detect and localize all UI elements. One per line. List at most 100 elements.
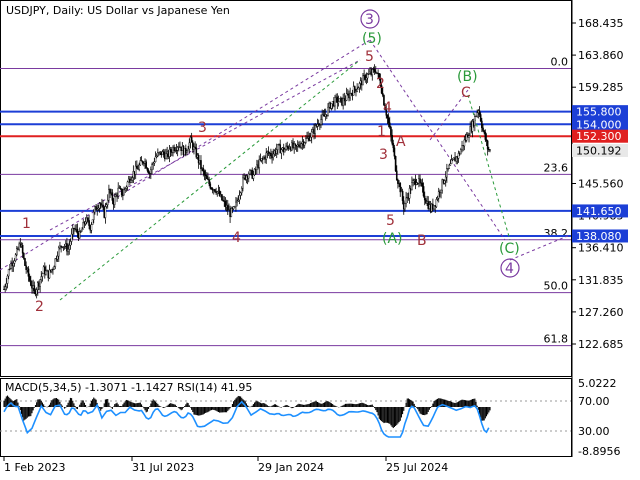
candle-body: [394, 155, 397, 172]
candle-body: [320, 119, 322, 125]
candle-body: [379, 78, 382, 86]
candle-body: [436, 198, 439, 200]
candle-body: [366, 74, 369, 79]
candle-body: [483, 130, 485, 133]
time-tick-label: 1 Feb 2023: [4, 461, 65, 474]
candle-body: [334, 97, 336, 107]
indicator-tick-label: 30.00: [578, 425, 610, 438]
fib-label: 23.6: [544, 161, 569, 174]
candle-body: [223, 200, 226, 202]
candle-body: [446, 168, 448, 178]
candle-body: [105, 204, 108, 207]
price-tick-label: 122.685: [578, 338, 624, 351]
candle-body: [298, 144, 300, 147]
candle-body: [367, 73, 370, 75]
fib-label: 0.0: [551, 56, 569, 69]
candle-body: [249, 170, 251, 175]
candle-body: [222, 199, 224, 201]
candle-body: [242, 177, 244, 189]
candle-body: [138, 164, 140, 170]
candle-body: [24, 258, 26, 266]
candle-body: [187, 148, 189, 152]
candle-body: [90, 224, 93, 231]
candle-body: [237, 199, 240, 202]
level-tag-bg: [572, 229, 628, 243]
candle-body: [126, 181, 129, 188]
candle-body: [460, 149, 462, 155]
time-tick-label: 31 Jul 2023: [132, 461, 194, 474]
candle-body: [30, 280, 32, 286]
candle-body: [117, 187, 120, 197]
candle-body: [204, 174, 207, 177]
wave-lines: [0, 39, 571, 301]
candle-body: [53, 266, 55, 270]
indicator-tick-label: -8.8956: [578, 445, 620, 458]
candle-body: [216, 191, 219, 194]
candle-body: [168, 149, 171, 157]
candle-body: [188, 142, 191, 150]
time-axis: 1 Feb 2023 31 Jul 2023 29 Jan 2024 25 Jul 2…: [3, 457, 448, 474]
candle-body: [401, 190, 404, 201]
fib-label: 61.8: [544, 333, 569, 346]
candle-body: [102, 204, 104, 208]
candle-body: [354, 86, 356, 90]
candles: [3, 64, 491, 299]
candle-body: [210, 187, 213, 190]
candle-body: [260, 158, 263, 161]
candle-body: [411, 182, 413, 191]
candle-body: [87, 217, 89, 221]
candle-body: [125, 186, 128, 189]
candle-body: [141, 161, 144, 164]
candle-body: [84, 221, 87, 225]
candle-body: [16, 248, 18, 255]
time-tick-label: 25 Jul 2024: [386, 461, 448, 474]
candle-body: [81, 228, 83, 232]
candle-body: [169, 149, 172, 153]
candle-body: [230, 208, 233, 217]
candle-body: [195, 147, 198, 158]
candle-body: [450, 159, 453, 164]
candle-body: [252, 174, 255, 179]
candle-body: [338, 98, 341, 102]
candle-body: [247, 173, 250, 179]
candle-body: [78, 231, 81, 239]
indicator-tick-label: 5.0222: [578, 377, 617, 390]
candle-body: [88, 220, 90, 226]
candle-body: [336, 96, 339, 103]
wave-dashed-line: [429, 89, 469, 141]
wave-label-red-5-low: 5: [386, 213, 395, 229]
candle-body: [27, 268, 30, 277]
candle-body: [405, 197, 407, 204]
candle-body: [397, 179, 399, 184]
candle-body: [35, 289, 38, 295]
candle-body: [385, 109, 388, 116]
candle-body: [309, 137, 312, 141]
candle-body: [395, 170, 398, 181]
price-tick-label: 163.860: [578, 49, 624, 62]
candle-body: [108, 188, 110, 201]
candle-body: [173, 147, 175, 152]
candle-body: [96, 208, 99, 211]
candle-body: [364, 75, 367, 80]
candle-body: [265, 152, 268, 160]
candle-body: [356, 88, 358, 92]
candle-body: [147, 170, 150, 174]
wave-label-red-5-top: 5: [365, 49, 374, 65]
candle-body: [422, 186, 425, 197]
wave-dashed-line: [369, 39, 506, 241]
candle-body: [235, 201, 237, 207]
candle-body: [448, 164, 451, 169]
candle-body: [486, 140, 489, 150]
candle-body: [50, 269, 53, 272]
candle-body: [194, 146, 196, 149]
candle-body: [386, 115, 389, 119]
candle-body: [358, 83, 361, 88]
candle-body: [186, 150, 188, 153]
wave-label-green-5: (5): [362, 31, 382, 47]
candle-body: [380, 85, 383, 94]
wave-label-red-3: 3: [379, 147, 388, 163]
candle-body: [136, 165, 138, 169]
candle-body: [224, 201, 227, 208]
candle-body: [478, 110, 481, 115]
candle-body: [21, 245, 24, 254]
